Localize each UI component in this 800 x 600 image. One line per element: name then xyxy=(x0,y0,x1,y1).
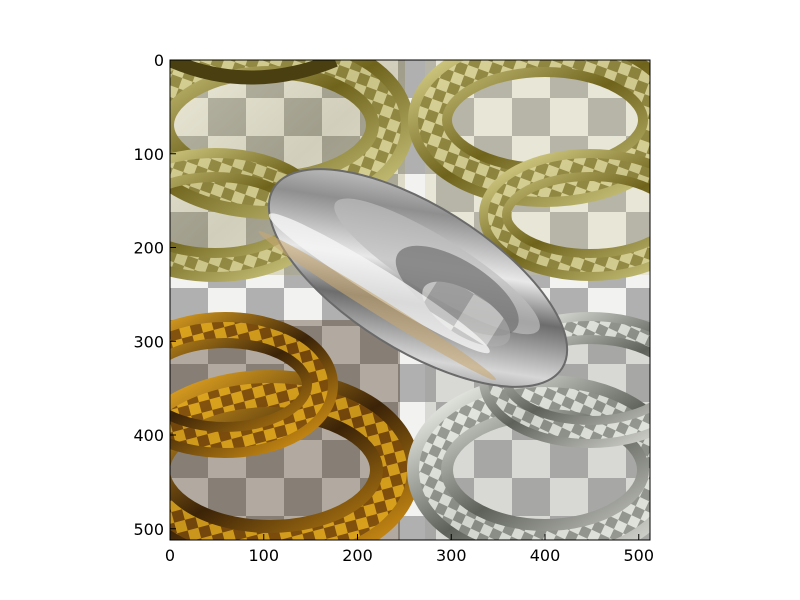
x-tick-label: 400 xyxy=(530,546,561,565)
x-tick-label: 200 xyxy=(342,546,373,565)
x-tick-label: 500 xyxy=(623,546,654,565)
y-tick-label: 400 xyxy=(133,426,164,445)
image-area xyxy=(170,60,650,540)
tick-marks xyxy=(169,59,640,540)
y-tick-label: 200 xyxy=(133,239,164,258)
y-axis: 0 100 200 300 400 500 xyxy=(133,51,164,539)
y-tick-label: 0 xyxy=(154,51,164,70)
x-tick-label: 100 xyxy=(248,546,279,565)
axes-frame xyxy=(169,59,651,541)
y-tick-label: 500 xyxy=(133,520,164,539)
amber-torus xyxy=(170,312,420,540)
y-tick-label: 300 xyxy=(133,332,164,351)
x-axis: 0 100 200 300 400 500 xyxy=(165,546,654,565)
x-tick-label: 300 xyxy=(436,546,467,565)
y-tick-label: 100 xyxy=(133,145,164,164)
x-tick-label: 0 xyxy=(165,546,175,565)
chrome-ellipsoid xyxy=(258,168,569,388)
